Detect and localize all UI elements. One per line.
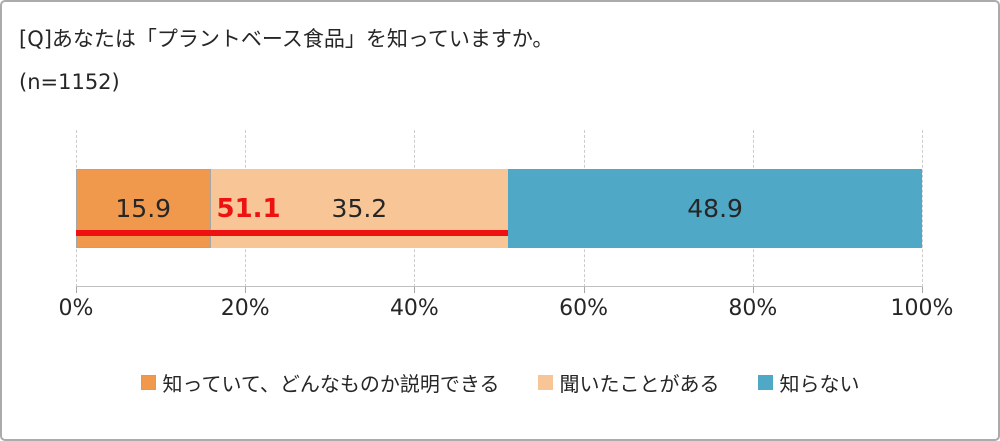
x-axis-line <box>76 286 922 287</box>
stacked-bar: 15.9 35.2 48.9 51.1 <box>76 169 922 248</box>
legend: 知っていて、どんなものか説明できる 聞いたことがある 知らない <box>2 368 998 397</box>
x-axis-label: 100% <box>890 296 954 321</box>
legend-item-can-explain: 知っていて、どんなものか説明できる <box>140 368 500 397</box>
legend-swatch-icon <box>140 375 156 390</box>
gridline <box>922 130 923 287</box>
data-label: 15.9 <box>115 194 172 223</box>
plot-area: 0% 20% 40% 60% 80% 100% 15.9 35.2 48.9 5… <box>59 130 953 321</box>
cumulative-value-label: 51.1 <box>216 193 281 224</box>
legend-item-heard-of: 聞いたことがある <box>537 368 720 397</box>
sample-size-label: (n=1152) <box>19 70 120 94</box>
x-axis-label: 0% <box>58 296 94 321</box>
legend-label: 知っていて、どんなものか説明できる <box>162 372 500 396</box>
bar-segment-can-explain: 15.9 <box>76 169 211 248</box>
x-axis-label: 60% <box>559 296 609 321</box>
x-axis-tick <box>76 287 77 293</box>
data-label: 35.2 <box>331 194 388 223</box>
x-axis-tick <box>583 287 585 293</box>
x-axis-tick <box>752 287 754 293</box>
x-axis-tick <box>922 287 923 293</box>
legend-label: 聞いたことがある <box>559 372 720 396</box>
legend-item-dont-know: 知らない <box>757 368 860 397</box>
legend-swatch-icon <box>537 375 553 390</box>
chart-title: [Q]あなたは「プラントベース食品」を知っていますか。 <box>19 27 554 51</box>
data-label: 48.9 <box>687 194 743 223</box>
legend-swatch-icon <box>757 375 773 390</box>
x-axis-tick <box>414 287 416 293</box>
x-axis-label: 40% <box>389 296 439 321</box>
cumulative-underline <box>76 230 509 236</box>
bar-segment-dont-know: 48.9 <box>508 169 922 248</box>
x-axis-tick <box>245 287 247 293</box>
x-axis-label: 80% <box>728 296 778 321</box>
legend-label: 知らない <box>779 372 860 396</box>
x-axis-label: 20% <box>220 296 270 321</box>
